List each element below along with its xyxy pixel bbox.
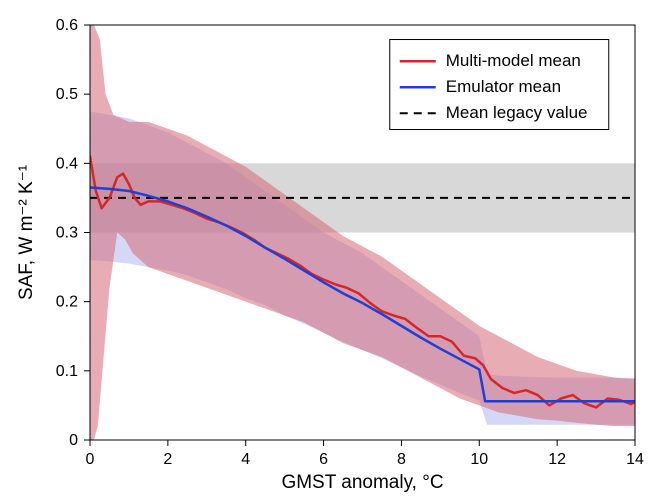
legend-label: Multi-model mean [446,51,581,70]
y-tick-label: 0.4 [56,155,78,172]
saf-chart: 0 2 4 6 8 10 12 14 0 0.1 0.2 0.3 0.4 0.5 0.6 GMST anoma… [0,0,657,500]
y-tick-label: 0.1 [56,363,78,380]
chart-container: 0 2 4 6 8 10 12 14 0 0.1 0.2 0.3 0.4 0.5 0.6 GMST anoma… [0,0,657,500]
y-tick-label: 0.2 [56,294,78,311]
y-tick-label: 0.6 [56,17,78,34]
x-tick-label: 10 [470,451,488,468]
y-tick-label: 0.3 [56,225,78,242]
x-axis-label: GMST anomaly, °C [281,472,443,493]
x-tick-label: 6 [319,451,328,468]
x-tick-label: 4 [241,451,250,468]
legend-label: Emulator mean [446,77,561,96]
x-tick-label: 2 [163,451,172,468]
legend: Multi-model mean Emulator mean Mean legacy… [390,40,609,130]
x-tick-label: 8 [397,451,406,468]
legend-label: Mean legacy value [446,103,588,122]
x-tick-label: 12 [548,451,566,468]
x-tick-label: 14 [626,451,644,468]
y-tick-label: 0 [69,432,78,449]
x-tick-label: 0 [86,451,95,468]
y-axis-label: SAF, W m⁻² K⁻¹ [16,165,37,300]
y-tick-label: 0.5 [56,86,78,103]
